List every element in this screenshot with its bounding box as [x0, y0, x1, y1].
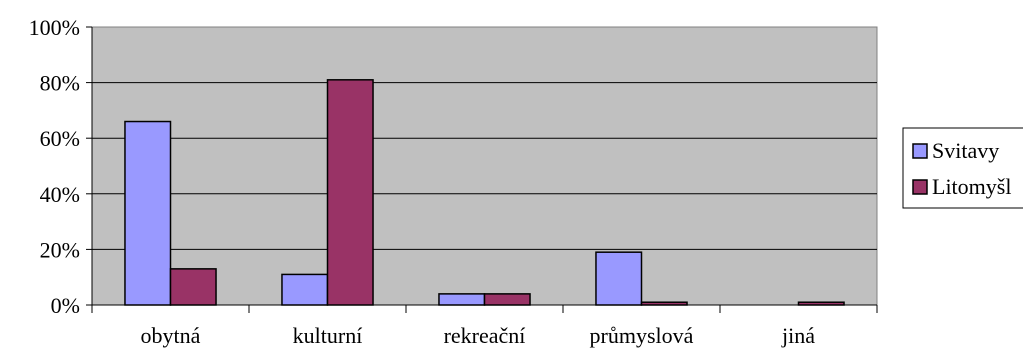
x-category-label: průmyslová — [590, 323, 694, 348]
gridlines — [92, 82, 877, 250]
y-tick-labels: 0% 20% 40% 60% 80% 100% — [29, 15, 80, 318]
y-tick-label: 60% — [40, 126, 80, 151]
plot-area — [91, 26, 878, 306]
legend-label-svitavy: Svitavy — [932, 138, 999, 163]
legend-swatch-litomysl — [912, 179, 928, 195]
bar-litomyšl-2 — [483, 293, 531, 306]
bar-svitavy-2 — [438, 293, 486, 306]
y-tick-label: 20% — [40, 237, 80, 262]
bar-svitavy-3 — [595, 251, 643, 306]
x-category-label: rekreační — [444, 323, 526, 348]
x-category-labels: obytná kulturní rekreační průmyslová jiná — [141, 323, 816, 348]
bar-svitavy-0 — [124, 120, 172, 306]
legend: Svitavy Litomyšl — [902, 127, 1023, 209]
bar-litomyšl-0 — [169, 268, 217, 306]
bar-svitavy-1 — [281, 273, 329, 306]
y-tick-label: 80% — [40, 71, 80, 96]
x-category-label: kulturní — [293, 323, 363, 348]
axes — [86, 26, 878, 313]
x-category-label: jiná — [781, 323, 815, 348]
legend-label-litomysl: Litomyšl — [932, 174, 1011, 199]
y-tick-label: 40% — [40, 182, 80, 207]
bar-litomyšl-1 — [326, 79, 374, 306]
y-tick-label: 100% — [29, 15, 80, 40]
x-category-label: obytná — [141, 323, 201, 348]
y-tick-label: 0% — [51, 293, 80, 318]
legend-swatch-svitavy — [912, 143, 928, 159]
